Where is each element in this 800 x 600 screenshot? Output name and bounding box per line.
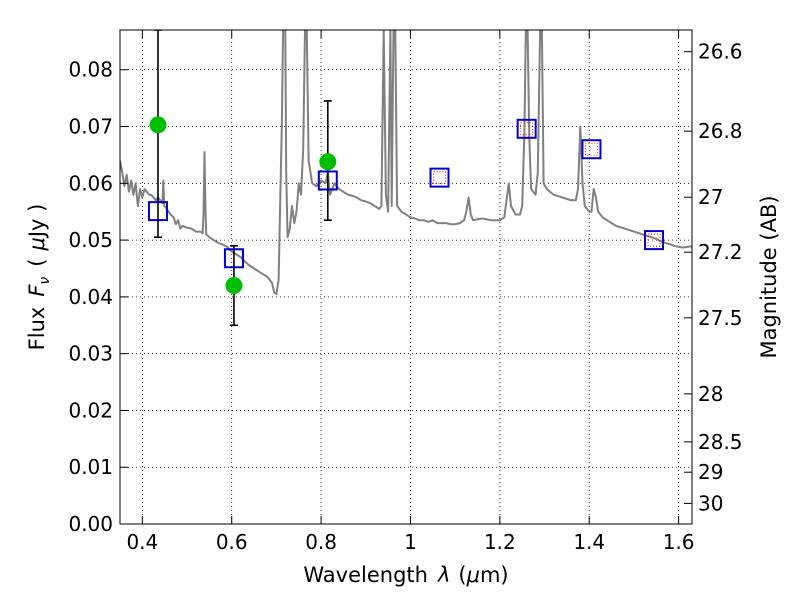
x-tick-label: 0.4 [126,530,158,554]
x-axis-label: Wavelength λ (μm) [303,563,508,587]
plot-frame [119,29,693,525]
y-tick-label: 0.02 [68,398,113,422]
y2-tick-label: 27.2 [698,240,743,264]
y2-tick-label: 26.6 [698,40,743,64]
model-flux-square [317,170,338,191]
model-flux-inner-square [433,171,447,185]
y2-tick-label: 27 [698,185,723,209]
y-axis-label: FluxFν(μJy ) [25,204,53,351]
spectrum-line [120,30,692,295]
model-flux-inner-square [584,142,598,156]
model-flux-square [644,230,665,251]
observed-flux-point [225,277,243,295]
plot-area [120,30,692,327]
observed-points [149,116,337,295]
y2-axis-label: Magnitude (AB) [757,195,781,358]
model-flux-inner-square [520,122,534,136]
y-tick-label: 0.06 [68,171,113,195]
y-tick-label: 0.04 [68,285,113,309]
model-flux-square [223,248,244,269]
y-tick-label: 0.05 [68,228,113,252]
y2-tick-label: 26.8 [698,119,743,143]
model-flux-square [429,167,450,188]
model-points [147,118,665,269]
axis-ticks: 0.4 0.6 0.8 1 1.2 1.4 1.6 0.00 0.01 0.02 0.03 0.04 0… [68,30,743,554]
x-tick-label: 1 [404,530,417,554]
observed-flux-point [149,116,167,134]
y-tick-label: 0.08 [68,58,113,82]
y-tick-label: 0.00 [68,512,113,536]
model-flux-square [516,118,537,139]
x-tick-label: 0.8 [305,530,337,554]
y2-tick-label: 29 [698,460,723,484]
model-flux-square [581,139,602,160]
y-tick-label: 0.07 [68,115,113,139]
y-tick-label: 0.01 [68,455,113,479]
observed-flux-point [319,153,337,171]
y2-tick-label: 30 [698,491,723,515]
model-flux-inner-square [647,233,661,247]
x-tick-label: 1.4 [573,530,605,554]
model-flux-square [147,201,168,222]
x-tick-label: 0.6 [216,530,248,554]
y2-tick-label: 28.5 [698,430,743,454]
x-tick-label: 1.6 [663,530,695,554]
y2-tick-label: 28 [698,382,723,406]
y-tick-label: 0.03 [68,342,113,366]
x-tick-label: 1.2 [484,530,516,554]
y2-tick-label: 27.5 [698,306,743,330]
